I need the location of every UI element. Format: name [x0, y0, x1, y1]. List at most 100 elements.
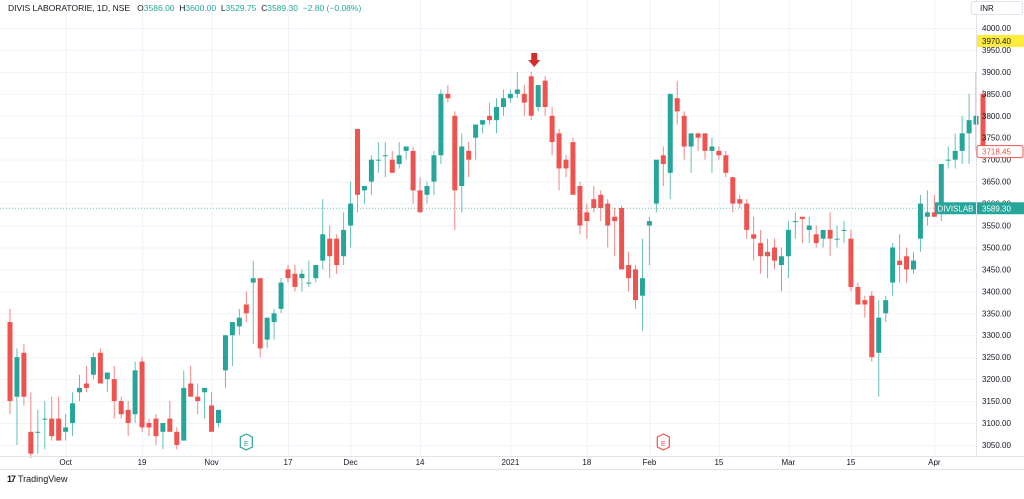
candle[interactable] — [723, 150, 729, 178]
candle[interactable] — [250, 260, 256, 345]
candle[interactable] — [966, 93, 972, 165]
candle[interactable] — [570, 137, 576, 195]
candle[interactable] — [945, 146, 951, 169]
candle[interactable] — [77, 374, 82, 402]
candle[interactable] — [848, 229, 854, 292]
candle[interactable] — [744, 199, 750, 239]
candle[interactable] — [410, 146, 416, 204]
candle[interactable] — [28, 392, 34, 459]
earnings-marker-icon[interactable]: E — [656, 433, 670, 451]
candle[interactable] — [556, 128, 562, 191]
candle[interactable] — [806, 216, 812, 244]
candle[interactable] — [521, 85, 527, 116]
candle[interactable] — [285, 265, 291, 283]
candle[interactable] — [820, 229, 826, 248]
candle[interactable] — [730, 177, 736, 213]
candle[interactable] — [209, 392, 215, 432]
candle[interactable] — [862, 295, 868, 318]
time-axis[interactable]: Oct 19 Nov 17 Dec 14 2021 18 Feb 15 Mar 15 Apr — [59, 458, 941, 467]
candle[interactable] — [598, 190, 604, 222]
candle[interactable] — [507, 89, 513, 103]
candle[interactable] — [480, 120, 486, 134]
candle[interactable] — [438, 89, 444, 165]
candle[interactable] — [368, 155, 374, 195]
earnings-marker-icon[interactable]: E — [239, 433, 253, 451]
candle[interactable] — [431, 150, 437, 195]
candle[interactable] — [841, 221, 847, 244]
candle[interactable] — [605, 199, 611, 248]
candle[interactable] — [445, 85, 451, 103]
candle[interactable] — [855, 282, 861, 305]
candle[interactable] — [834, 225, 840, 248]
candle[interactable] — [181, 370, 187, 441]
candle[interactable] — [7, 308, 13, 415]
candle[interactable] — [959, 115, 965, 165]
candle[interactable] — [737, 194, 743, 208]
candle[interactable] — [500, 89, 506, 116]
symbol-name[interactable]: DIVIS LABORATORIE — [8, 3, 93, 13]
down-arrow-icon[interactable] — [528, 53, 541, 67]
candle[interactable] — [633, 265, 638, 309]
candle[interactable] — [619, 205, 625, 270]
candle[interactable] — [549, 107, 555, 156]
candle[interactable] — [931, 194, 937, 217]
candle[interactable] — [334, 234, 340, 274]
candle[interactable] — [14, 348, 20, 445]
candle[interactable] — [904, 247, 910, 283]
candle[interactable] — [695, 133, 701, 151]
candle[interactable] — [563, 155, 569, 178]
candle[interactable] — [243, 291, 249, 323]
candle[interactable] — [827, 212, 833, 257]
candle[interactable] — [341, 212, 347, 266]
candle[interactable] — [514, 71, 520, 99]
candle[interactable] — [216, 409, 221, 428]
candle[interactable] — [765, 238, 771, 279]
candle[interactable] — [153, 414, 159, 445]
candle[interactable] — [396, 142, 402, 169]
candle[interactable] — [792, 212, 798, 239]
candle[interactable] — [257, 278, 263, 358]
candle[interactable] — [132, 361, 138, 424]
candle[interactable] — [389, 150, 395, 173]
candle[interactable] — [63, 414, 69, 441]
candle[interactable] — [264, 317, 270, 349]
candle[interactable] — [911, 251, 916, 274]
candle[interactable] — [299, 269, 305, 292]
candle[interactable] — [494, 98, 499, 134]
candle[interactable] — [813, 225, 819, 248]
candle[interactable] — [897, 234, 903, 283]
candle[interactable] — [660, 146, 666, 187]
candle[interactable] — [278, 278, 284, 314]
candle[interactable] — [639, 238, 645, 331]
candle[interactable] — [361, 186, 367, 204]
candle[interactable] — [424, 181, 430, 204]
candle[interactable] — [222, 335, 228, 388]
candle[interactable] — [785, 221, 791, 279]
candle[interactable] — [702, 133, 708, 160]
candle[interactable] — [146, 418, 152, 437]
candle[interactable] — [306, 260, 312, 287]
candle[interactable] — [111, 365, 117, 419]
candle[interactable] — [42, 401, 48, 450]
candle[interactable] — [709, 137, 715, 173]
candle[interactable] — [772, 238, 777, 270]
candle[interactable] — [917, 194, 923, 252]
candle[interactable] — [646, 216, 652, 266]
candle[interactable] — [535, 85, 541, 112]
candle[interactable] — [188, 365, 194, 397]
candle[interactable] — [452, 111, 458, 230]
candle[interactable] — [313, 265, 319, 283]
candle[interactable] — [688, 133, 694, 173]
candle[interactable] — [869, 291, 875, 362]
candle[interactable] — [751, 216, 757, 261]
candle[interactable] — [104, 372, 110, 393]
candle[interactable] — [591, 186, 597, 213]
candle[interactable] — [375, 142, 381, 173]
candle[interactable] — [160, 423, 166, 450]
candle[interactable] — [883, 295, 889, 323]
candle[interactable] — [799, 216, 805, 244]
candle[interactable] — [612, 207, 618, 257]
tradingview-branding[interactable]: 17 TradingView — [7, 474, 68, 484]
